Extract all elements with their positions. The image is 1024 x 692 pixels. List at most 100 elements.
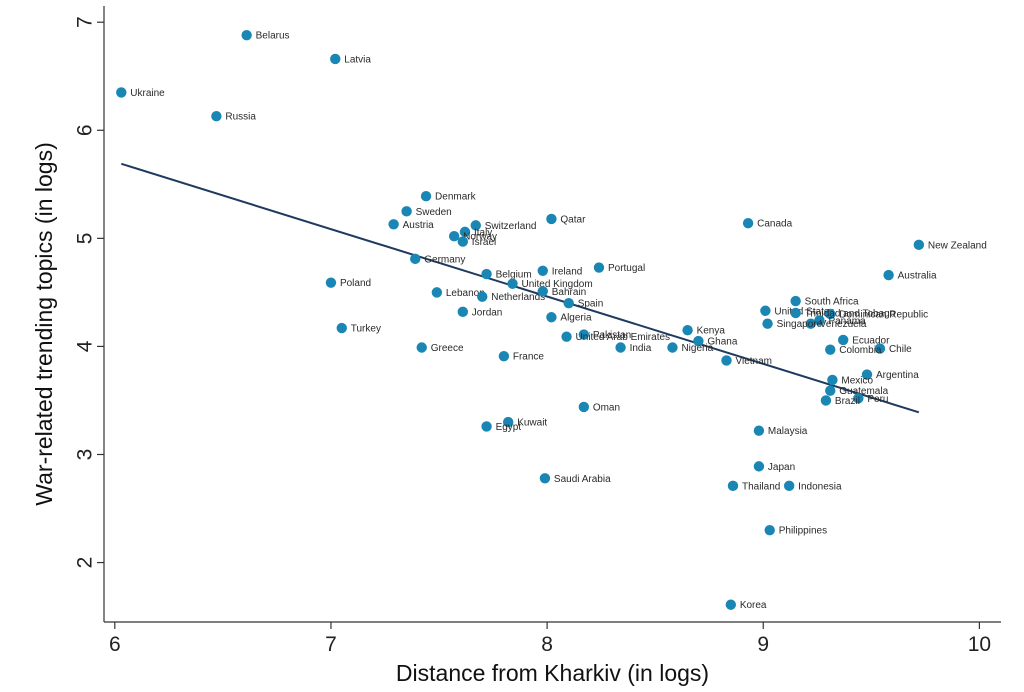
y-tick-label: 4 xyxy=(73,340,96,352)
y-tick-label: 3 xyxy=(73,449,96,461)
data-point xyxy=(838,334,849,346)
data-points: Belarus Latvia Ukraine Russia Denmark Sweden A… xyxy=(116,29,987,611)
data-point xyxy=(727,480,739,492)
data-point xyxy=(388,219,399,230)
data-point-label: Korea xyxy=(740,600,767,611)
data-point xyxy=(336,322,347,334)
data-point xyxy=(814,315,825,326)
data-point xyxy=(401,206,412,217)
data-point xyxy=(805,318,816,329)
data-point xyxy=(477,291,488,302)
data-point-label: Ireland xyxy=(552,266,583,277)
data-point xyxy=(416,342,427,353)
data-point-label: Belarus xyxy=(256,31,290,42)
y-tick-label: 6 xyxy=(73,124,96,136)
data-point-label: Egypt xyxy=(496,422,522,433)
data-point xyxy=(563,297,574,309)
data-point xyxy=(783,480,795,492)
data-point-label: Portugal xyxy=(608,263,645,274)
data-point xyxy=(502,416,514,428)
data-point-label: Saudi Arabia xyxy=(554,474,611,485)
data-point-label: Israel xyxy=(472,237,496,248)
data-point xyxy=(537,265,548,276)
data-point-label: Guatemala xyxy=(839,386,888,397)
data-point xyxy=(457,236,468,247)
data-point-label: South Africa xyxy=(805,297,859,308)
data-point-label: Japan xyxy=(768,462,795,473)
data-point-label: Netherlands xyxy=(491,292,545,303)
data-point xyxy=(459,226,471,238)
data-point xyxy=(546,213,557,225)
data-point-label: Poland xyxy=(340,278,371,289)
data-point-label: Switzerland xyxy=(485,221,537,232)
data-point-label: Brazil xyxy=(835,396,860,407)
data-point xyxy=(861,369,873,380)
data-point xyxy=(507,278,518,289)
data-point-label: Chile xyxy=(889,344,912,355)
fit-line-group xyxy=(120,162,920,414)
data-point-label: Ghana xyxy=(707,337,737,348)
data-point xyxy=(578,401,590,413)
data-point xyxy=(874,343,886,354)
data-point xyxy=(790,307,801,319)
data-point xyxy=(325,277,337,288)
data-point xyxy=(539,473,551,484)
data-point xyxy=(537,286,548,297)
data-point-label: Singapore xyxy=(777,319,823,330)
data-point xyxy=(330,53,341,65)
data-point-label: Sweden xyxy=(416,207,452,218)
data-point-label: Nigeria xyxy=(681,343,713,354)
x-tick-label: 7 xyxy=(325,633,337,656)
data-point-label: Jordan xyxy=(472,307,503,318)
data-point-label: Lebanon xyxy=(446,288,485,299)
data-point-label: France xyxy=(513,352,545,363)
data-point-label: Peru xyxy=(867,394,888,405)
data-point xyxy=(667,342,678,353)
data-point xyxy=(725,599,737,610)
data-point xyxy=(448,230,460,242)
data-point-label: Latvia xyxy=(344,54,371,65)
data-point-label: Panama xyxy=(828,316,866,327)
fit-line xyxy=(120,162,920,414)
x-tick-label: 8 xyxy=(541,633,553,656)
data-point xyxy=(481,268,492,280)
data-point-label: Malaysia xyxy=(768,426,808,437)
x-tick-label: 9 xyxy=(757,633,769,656)
data-point xyxy=(211,111,222,122)
data-point xyxy=(825,308,836,320)
data-point xyxy=(457,306,468,318)
data-point-label: Germany xyxy=(424,254,465,265)
data-point-label: Denmark xyxy=(435,192,477,203)
data-point-label: Ukraine xyxy=(130,88,165,99)
data-point-label: Indonesia xyxy=(798,481,842,492)
data-point xyxy=(682,325,693,336)
data-point xyxy=(470,220,481,231)
data-point xyxy=(593,262,605,273)
data-point xyxy=(827,374,838,386)
data-point-label: Russia xyxy=(225,112,256,123)
data-point xyxy=(825,385,836,396)
data-point-label: Venezuela xyxy=(820,319,867,330)
data-point xyxy=(241,29,252,41)
data-point-label: Kenya xyxy=(697,326,726,337)
data-point-label: Thailand xyxy=(742,481,780,492)
data-point xyxy=(742,218,754,229)
data-point-label: Canada xyxy=(757,219,792,230)
data-point-label: Argentina xyxy=(876,370,919,381)
data-point-label: Dominican Republic xyxy=(839,310,928,321)
data-point-label: United States xyxy=(774,306,834,317)
data-point-label: Mexico xyxy=(841,375,873,386)
data-point-label: Italy xyxy=(474,227,492,238)
data-point-label: Kuwait xyxy=(517,418,547,429)
data-point-label: Colombia xyxy=(839,345,882,356)
data-point-label: Norway xyxy=(463,232,497,243)
data-point xyxy=(883,269,894,281)
data-point xyxy=(820,395,832,406)
data-point-label: Pakistan xyxy=(593,330,631,341)
x-tick-label: 10 xyxy=(968,633,991,656)
x-tick-label: 6 xyxy=(109,633,121,656)
data-point xyxy=(753,425,765,436)
data-point xyxy=(116,87,127,98)
